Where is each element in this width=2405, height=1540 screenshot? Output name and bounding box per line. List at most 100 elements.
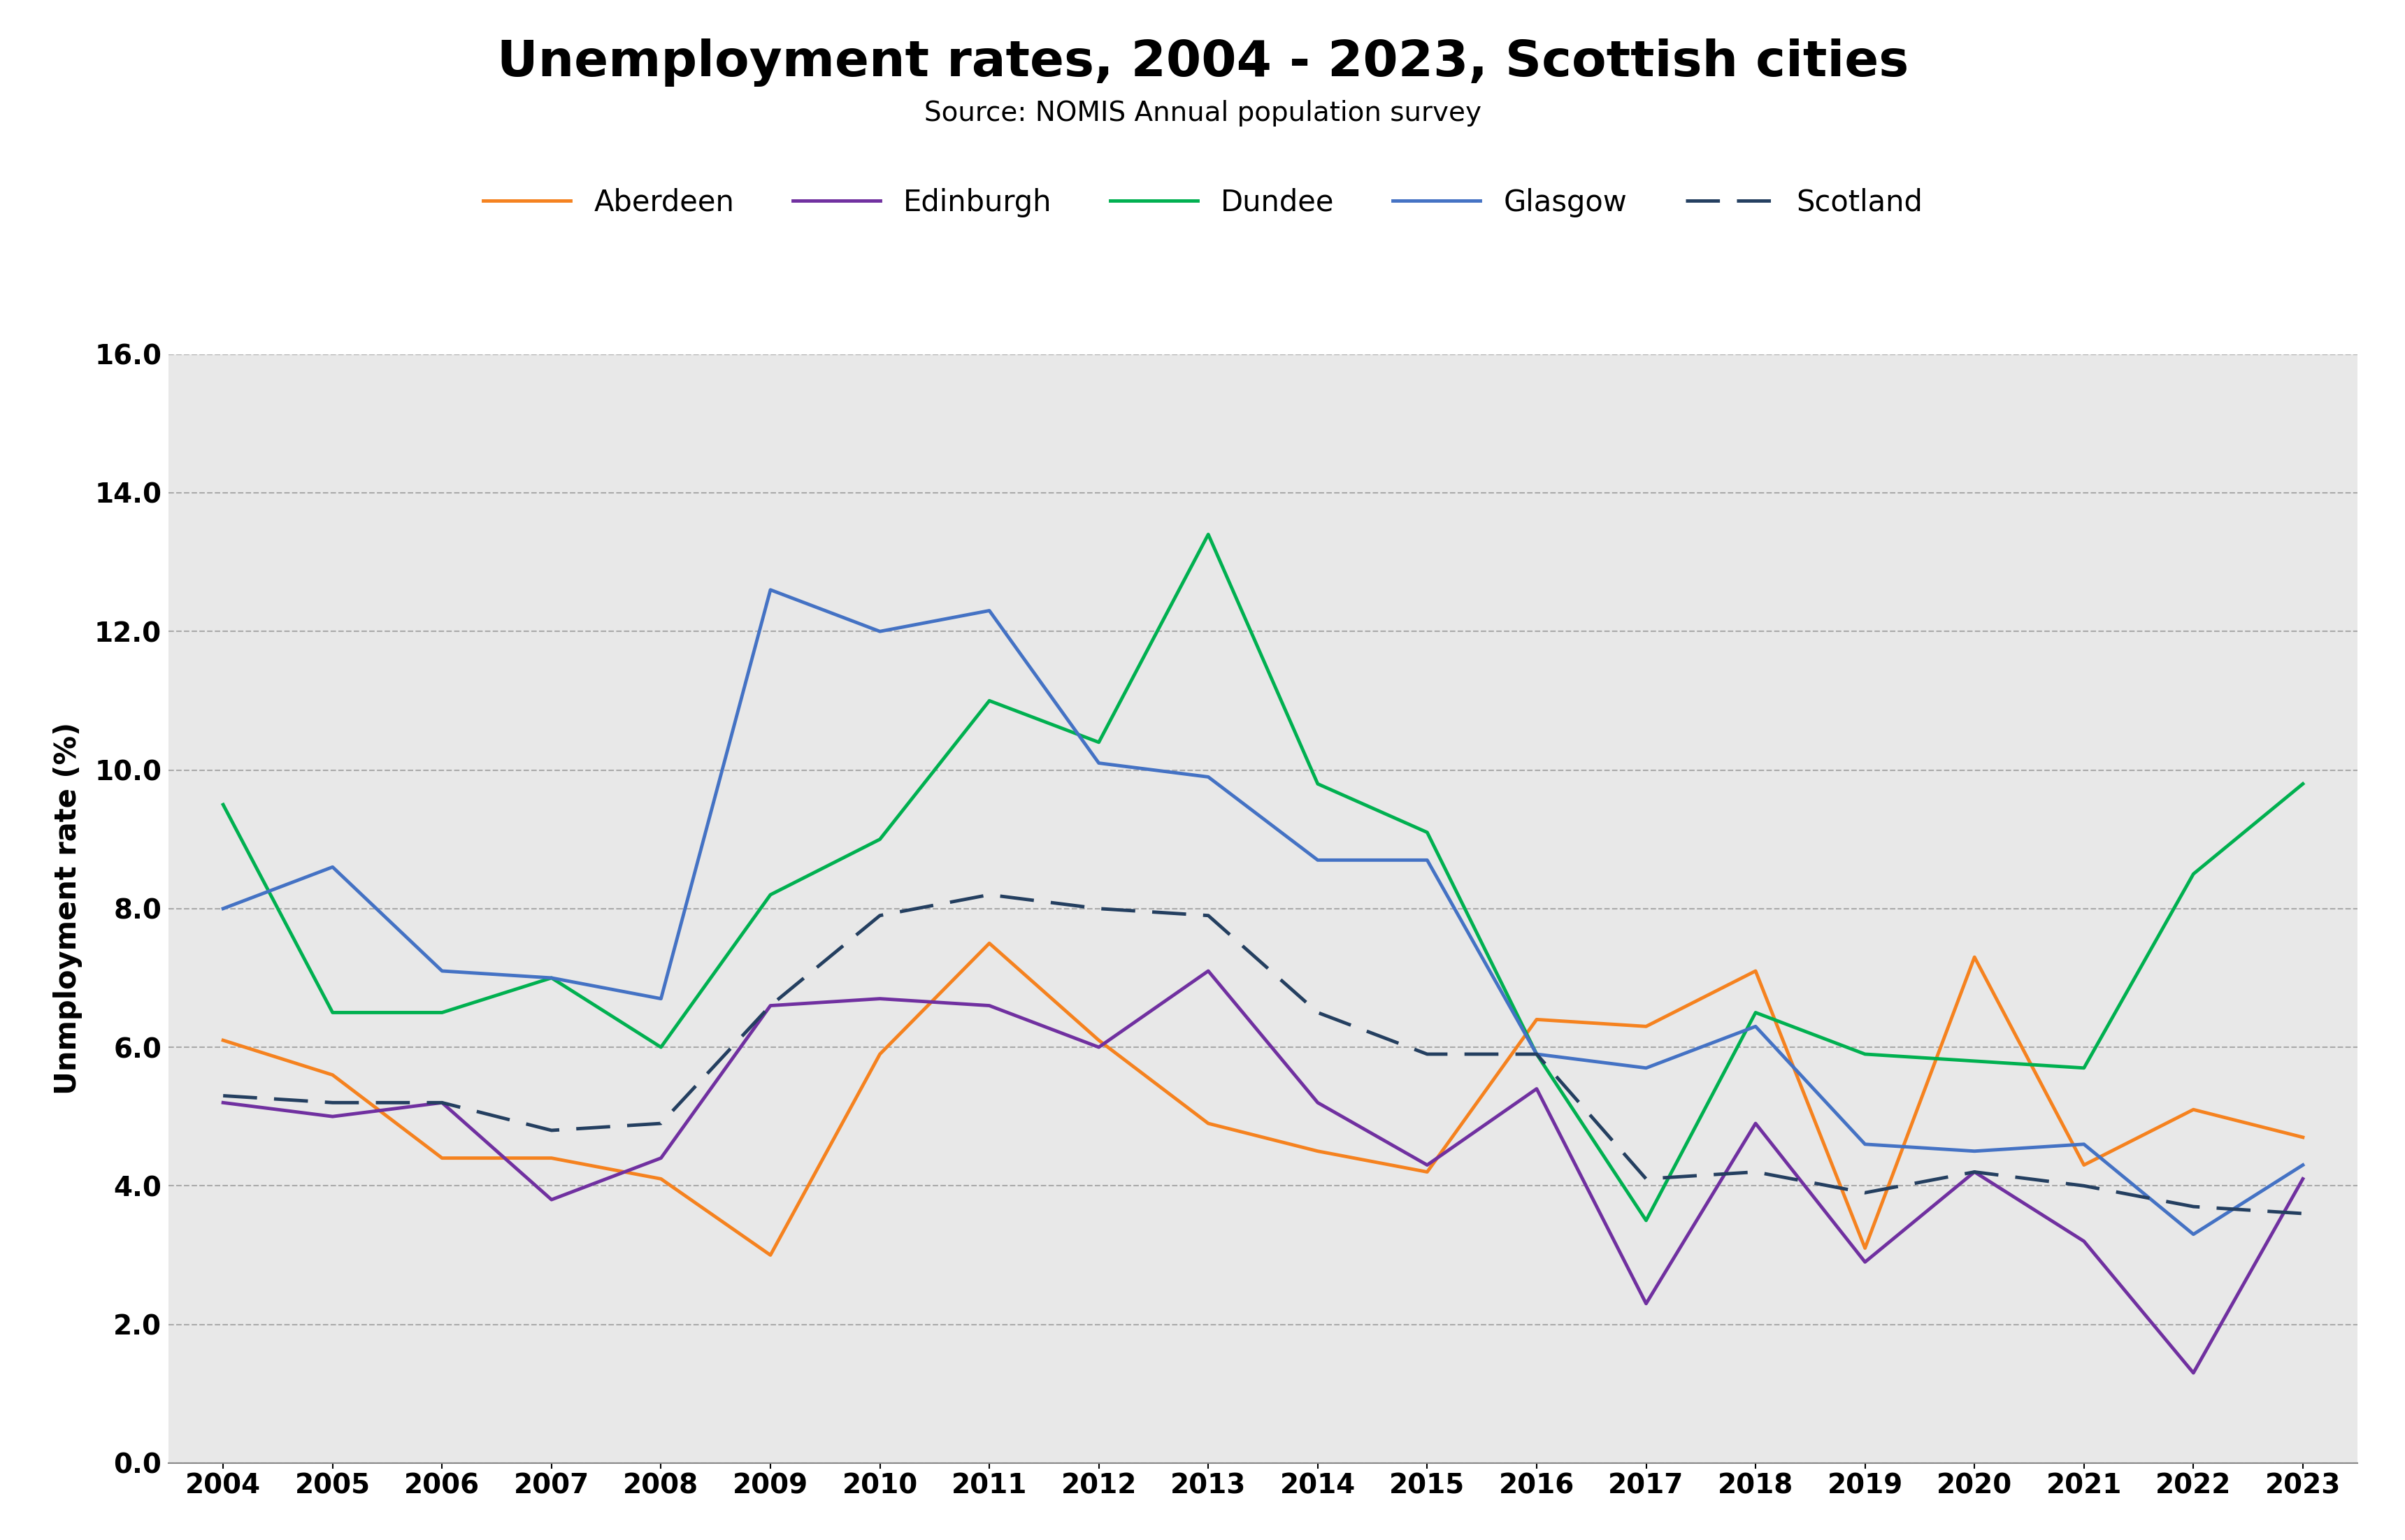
Glasgow (1193, 768, 1222, 787)
Scotland (2179, 1198, 2208, 1217)
Scotland (428, 1093, 457, 1112)
Aberdeen (2287, 1127, 2316, 1146)
Edinburgh (317, 1107, 346, 1126)
Glasgow (1849, 1135, 1878, 1153)
Line: Glasgow: Glasgow (224, 590, 2302, 1235)
Glasgow (1085, 755, 1114, 773)
Aberdeen (647, 1170, 676, 1189)
Scotland (1741, 1163, 1770, 1181)
Dundee (1631, 1210, 1659, 1229)
Dundee (1522, 1046, 1551, 1064)
Scotland (866, 906, 895, 924)
Aberdeen (974, 933, 1003, 952)
Scotland (1849, 1183, 1878, 1201)
Scotland (974, 885, 1003, 904)
Glasgow (1631, 1060, 1659, 1078)
Edinburgh (1085, 1038, 1114, 1056)
Glasgow (1304, 852, 1332, 870)
Scotland (1304, 1004, 1332, 1023)
Aberdeen (2068, 1155, 2097, 1175)
Aberdeen (755, 1246, 784, 1264)
Dundee (536, 969, 565, 987)
Aberdeen (1522, 1010, 1551, 1029)
Aberdeen (1960, 949, 1989, 967)
Dundee (1304, 775, 1332, 793)
Edinburgh (974, 996, 1003, 1015)
Glasgow (2287, 1155, 2316, 1175)
Aberdeen (866, 1046, 895, 1064)
Aberdeen (536, 1149, 565, 1167)
Glasgow (428, 961, 457, 981)
Dundee (647, 1038, 676, 1056)
Edinburgh (1304, 1093, 1332, 1112)
Dundee (209, 795, 238, 813)
Scotland (1631, 1170, 1659, 1189)
Glasgow (647, 990, 676, 1009)
Edinburgh (1631, 1294, 1659, 1312)
Scotland (1412, 1046, 1441, 1064)
Edinburgh (2068, 1232, 2097, 1250)
Glasgow (2068, 1135, 2097, 1153)
Edinburgh (866, 990, 895, 1009)
Edinburgh (647, 1149, 676, 1167)
Aberdeen (1412, 1163, 1441, 1181)
Line: Aberdeen: Aberdeen (224, 942, 2302, 1255)
Aberdeen (209, 1032, 238, 1050)
Text: Source: NOMIS Annual population survey: Source: NOMIS Annual population survey (924, 100, 1481, 126)
Edinburgh (1741, 1115, 1770, 1133)
Aberdeen (1631, 1018, 1659, 1036)
Edinburgh (1412, 1155, 1441, 1175)
Dundee (1849, 1046, 1878, 1064)
Aberdeen (1304, 1143, 1332, 1161)
Aberdeen (1085, 1032, 1114, 1050)
Edinburgh (536, 1190, 565, 1209)
Edinburgh (209, 1093, 238, 1112)
Aberdeen (1193, 1115, 1222, 1133)
Dundee (1960, 1052, 1989, 1070)
Edinburgh (1960, 1163, 1989, 1181)
Dundee (428, 1004, 457, 1023)
Aberdeen (2179, 1100, 2208, 1118)
Edinburgh (755, 996, 784, 1015)
Aberdeen (1741, 961, 1770, 981)
Glasgow (866, 622, 895, 641)
Line: Edinburgh: Edinburgh (224, 972, 2302, 1374)
Line: Dundee: Dundee (224, 534, 2302, 1220)
Line: Scotland: Scotland (224, 895, 2302, 1214)
Dundee (317, 1004, 346, 1023)
Glasgow (1522, 1046, 1551, 1064)
Edinburgh (2179, 1364, 2208, 1383)
Text: Unemployment rates, 2004 - 2023, Scottish cities: Unemployment rates, 2004 - 2023, Scottis… (498, 38, 1907, 86)
Glasgow (2179, 1226, 2208, 1244)
Edinburgh (428, 1093, 457, 1112)
Scotland (755, 996, 784, 1015)
Edinburgh (1193, 961, 1222, 981)
Scotland (209, 1087, 238, 1106)
Dundee (1193, 525, 1222, 544)
Aberdeen (317, 1066, 346, 1084)
Legend: Aberdeen, Edinburgh, Dundee, Glasgow, Scotland: Aberdeen, Edinburgh, Dundee, Glasgow, Sc… (471, 176, 1934, 229)
Scotland (317, 1093, 346, 1112)
Scotland (1522, 1046, 1551, 1064)
Dundee (755, 885, 784, 904)
Dundee (2068, 1060, 2097, 1078)
Glasgow (974, 601, 1003, 619)
Glasgow (317, 858, 346, 876)
Aberdeen (428, 1149, 457, 1167)
Scotland (1960, 1163, 1989, 1181)
Glasgow (1412, 852, 1441, 870)
Dundee (974, 691, 1003, 710)
Scotland (1193, 906, 1222, 924)
Dundee (2287, 775, 2316, 793)
Y-axis label: Unmployment rate (%): Unmployment rate (%) (53, 722, 82, 1095)
Scotland (536, 1121, 565, 1140)
Glasgow (755, 581, 784, 599)
Scotland (1085, 899, 1114, 918)
Glasgow (1960, 1143, 1989, 1161)
Glasgow (209, 899, 238, 918)
Dundee (1741, 1004, 1770, 1023)
Scotland (647, 1115, 676, 1133)
Glasgow (536, 969, 565, 987)
Dundee (1412, 822, 1441, 841)
Edinburgh (2287, 1170, 2316, 1189)
